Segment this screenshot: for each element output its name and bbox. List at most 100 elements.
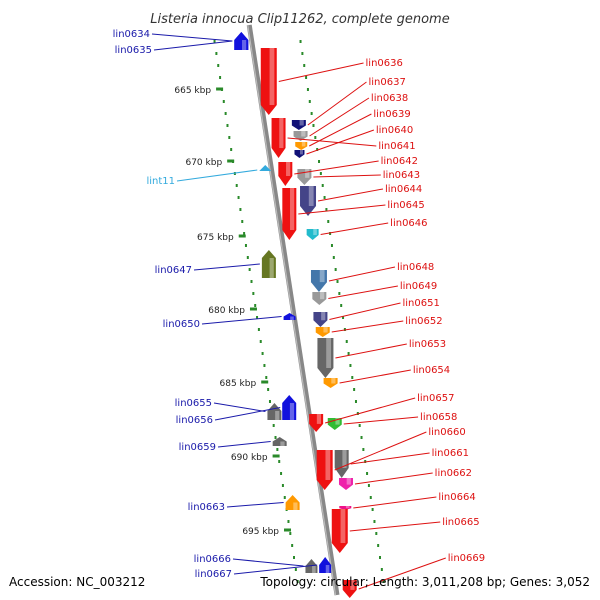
gene-label-lin0662: lin0662 [435,468,472,479]
gene-label-lin0635: lin0635 [115,45,152,56]
track-dot [369,496,372,499]
track-dot [237,196,240,199]
track-dot [278,460,281,463]
gene-label-lin0651: lin0651 [403,298,440,309]
gene-leader [328,285,398,299]
gene-leader [317,188,384,202]
gene-label-lin0655: lin0655 [175,398,212,409]
gene-shine [301,131,306,137]
tick-label: 685 kbp [220,379,257,389]
track-dot [351,376,354,379]
track-dot [254,304,257,307]
gene-label-lin0649: lin0649 [400,281,437,292]
track-dot [215,52,218,55]
gene-shine [269,48,275,105]
track-dot [358,424,361,427]
gene-leader [232,558,304,567]
track-dot [373,520,376,523]
track-dot [310,112,313,115]
gene-shine [340,509,346,543]
gene-label-lin0654: lin0654 [413,365,450,376]
gene-shine [279,118,284,148]
track-dot [246,256,249,259]
gene-leader [354,472,433,485]
tick-mark [261,380,269,384]
track-dot [362,448,365,451]
track-dot [353,388,356,391]
gene-shine [320,292,325,300]
gene-label-lin0656: lin0656 [176,415,213,426]
track-dot [330,244,333,247]
gene-leader [201,316,282,325]
track-dot [257,328,260,331]
tick-mark [227,159,235,163]
track-dot [308,100,311,103]
gene-shine [325,565,330,573]
gene-leader [328,266,396,282]
track-dot [239,208,242,211]
track-dot [379,556,382,559]
gene-shine [335,418,340,425]
track-dot [380,568,383,571]
track-dot [276,448,279,451]
track-dot [342,316,345,319]
gene-label-lin0666: lin0666 [194,554,231,565]
track-dot [228,136,231,139]
gene-label-lin0634: lin0634 [113,29,150,40]
gene-label-lin0661: lin0661 [432,448,469,459]
track-dot [319,172,322,175]
track-dot [316,148,319,151]
gene-leader [309,97,370,137]
track-dot [329,232,332,235]
track-dot [256,316,259,319]
gene-shine [323,327,328,333]
track-dot [349,364,352,367]
gene-label-lin0645: lin0645 [387,200,424,211]
gene-reverse-lin0636 [260,48,277,115]
track-dot [241,220,244,223]
gene-leader [151,33,233,42]
gene-leader [193,263,260,271]
gene-leader [320,222,389,235]
track-dot [303,64,306,67]
track-dot [371,508,374,511]
gene-shine [346,478,351,485]
gene-leader [307,81,367,126]
gene-shine [301,142,306,147]
gene-label-lint11: lint11 [146,176,175,187]
gene-label-lin0653: lin0653 [409,339,446,350]
track-dot [281,484,284,487]
gene-shine [313,229,317,236]
gene-leader [294,160,379,175]
tick-label: 695 kbp [242,527,279,537]
labels-group: lin0634 lin0635 lin0647 lin0650 lin0655 lin06… [113,29,485,590]
track-dot [321,184,324,187]
track-dot [334,268,337,271]
track-dot [327,220,330,223]
gene-shine [345,506,350,509]
track-dot [272,424,275,427]
track-dot [382,580,385,583]
gene-shine [316,414,322,424]
gene-leader [349,521,441,532]
gene-shine [269,258,274,278]
tick-label: 690 kbp [231,453,268,463]
track-dot [226,124,229,127]
tick-label: 675 kbp [197,233,234,243]
track-dot [219,76,222,79]
track-dot [306,88,309,91]
gene-label-lin0667: lin0667 [195,569,232,580]
gene-shine [331,378,336,384]
track-dot [345,340,348,343]
gene-shine [312,566,316,573]
genome-summary-text: Topology: circular; Length: 3,011,208 bp… [260,575,590,589]
gene-leader [329,302,401,320]
track-dot [366,472,369,475]
tick-mark [284,528,291,532]
gene-label-lin0659: lin0659 [179,442,216,453]
track-dot [248,268,251,271]
gene-leader [350,452,430,465]
gene-label-lin0648: lin0648 [397,262,434,273]
track-dot [314,136,317,139]
gene-label-lin0638: lin0638 [371,93,408,104]
